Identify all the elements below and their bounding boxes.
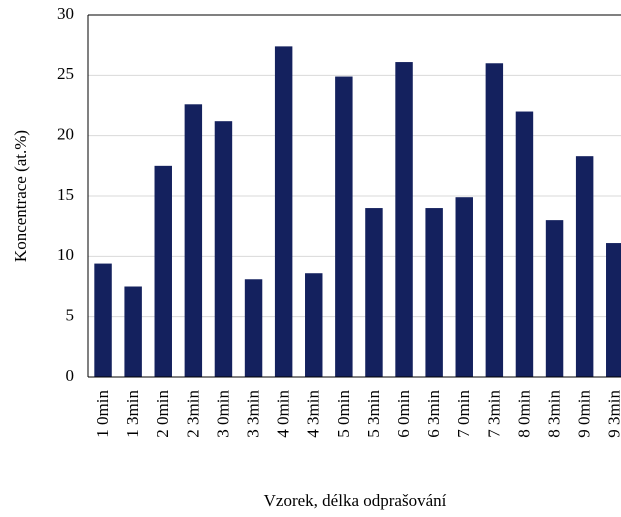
x-tick-label: 2 3min (183, 390, 202, 438)
bar (395, 62, 413, 378)
bar (425, 208, 443, 377)
bar (335, 76, 353, 377)
bar (214, 121, 233, 377)
bar (124, 286, 142, 377)
x-tick-label: 5 0min (334, 390, 353, 438)
y-tick-label: 5 (66, 306, 75, 325)
bar (274, 46, 293, 378)
x-tick-label: 8 3min (544, 390, 563, 438)
x-tick-label: 8 0min (514, 390, 533, 438)
y-tick-label: 20 (57, 125, 74, 144)
x-tick-label: 3 0min (213, 390, 232, 438)
x-tick-label: 9 3min (605, 390, 621, 438)
x-tick-label: 2 0min (153, 390, 172, 438)
y-tick-label: 15 (57, 185, 74, 204)
y-tick-label: 0 (66, 366, 75, 385)
bar (515, 111, 534, 378)
bar (575, 156, 594, 377)
x-tick-label: 3 3min (243, 390, 262, 438)
y-tick-label: 30 (57, 4, 74, 23)
bar (485, 63, 504, 378)
x-tick-label: 7 3min (484, 390, 503, 438)
bar (545, 220, 564, 377)
x-tick-label: 9 0min (575, 390, 594, 438)
bar (154, 165, 172, 377)
bar (305, 273, 323, 377)
bar (244, 279, 263, 377)
x-axis-label: Vzorek, délka odprašování (264, 491, 447, 510)
x-tick-label: 1 3min (123, 390, 142, 438)
x-tick-label: 6 0min (394, 390, 413, 438)
x-tick-label: 4 3min (304, 390, 323, 438)
bar (606, 243, 621, 377)
x-tick-label: 7 0min (454, 390, 473, 438)
y-tick-label: 10 (57, 245, 74, 264)
bar (455, 197, 473, 377)
y-tick-label: 25 (57, 64, 74, 83)
x-tick-label: 5 3min (364, 390, 383, 438)
bar (94, 263, 112, 377)
x-tick-label: 4 0min (274, 390, 293, 438)
x-tick-label: 6 3min (424, 390, 443, 438)
bar (184, 104, 203, 377)
bar (365, 208, 383, 377)
y-axis-label: Koncentrace (at.%) (11, 130, 30, 262)
x-tick-label: 1 0min (93, 390, 112, 438)
